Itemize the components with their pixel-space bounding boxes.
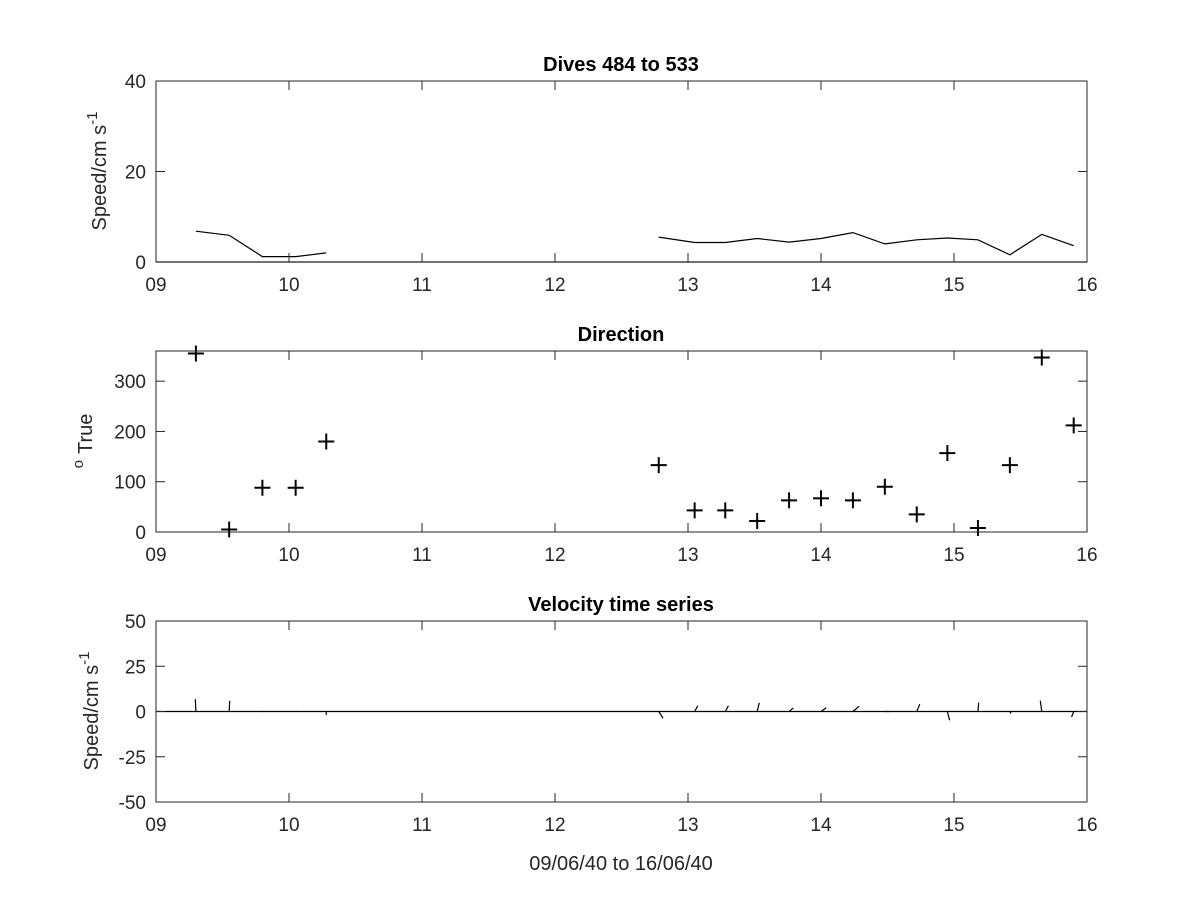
direction-point	[254, 479, 271, 496]
y-tick-label: 50	[125, 612, 146, 633]
x-tick-label: 15	[943, 545, 964, 566]
x-tick-label: 15	[943, 815, 964, 836]
direction-panel: Direction 09 10 11 12 13 14 15 16 0 100 200 300 oT…	[70, 324, 1098, 566]
x-tick-label: 13	[677, 275, 698, 296]
x-tick-label: 11	[412, 815, 432, 836]
velocity-stick	[694, 705, 699, 712]
x-tick-label: 13	[677, 815, 698, 836]
direction-point	[187, 345, 204, 362]
x-tick-label: 10	[278, 815, 299, 836]
y-tick-label: -50	[119, 793, 146, 814]
x-tick-label: 10	[278, 275, 299, 296]
speed-panel: Dives 484 to 533 09 10 11 12 13 14 15 16 02040 …	[84, 54, 1098, 296]
x-tick-label: 09	[145, 275, 166, 296]
direction-point	[813, 490, 829, 507]
x-tick-label: 09	[145, 545, 166, 566]
x-tick-label: 10	[278, 545, 299, 566]
velocity-panel-title: Velocity time series	[528, 594, 714, 616]
direction-point	[844, 492, 861, 509]
x-tick-label: 16	[1076, 815, 1097, 836]
speed-panel-title: Dives 484 to 533	[543, 54, 699, 76]
speed-plot-area	[155, 80, 1088, 263]
velocity-stick	[820, 707, 827, 712]
velocity-stick	[1071, 711, 1075, 718]
velocity-stick	[916, 703, 921, 712]
velocity-x-axis-label: 09/06/40 to 16/06/40	[529, 853, 713, 875]
velocity-stick	[756, 702, 760, 712]
x-tick-label: 14	[810, 545, 832, 566]
x-tick-label: 12	[544, 815, 565, 836]
x-tick-label: 14	[810, 275, 832, 296]
x-tick-label: 16	[1076, 545, 1097, 566]
x-tick-label: 09	[145, 815, 166, 836]
direction-plot-area	[155, 350, 1088, 533]
direction-point	[1065, 417, 1082, 434]
direction-point	[939, 445, 956, 462]
velocity-stick	[1009, 711, 1012, 714]
direction-point	[318, 433, 335, 450]
y-tick-label: 0	[135, 523, 146, 544]
velocity-stick	[1039, 700, 1043, 712]
x-tick-label: 15	[943, 275, 964, 296]
direction-point	[650, 457, 667, 474]
direction-point	[749, 512, 766, 529]
velocity-stick	[194, 699, 197, 712]
speed-y-axis-label: Speed/cm s-1	[84, 112, 111, 231]
direction-point	[717, 502, 734, 519]
direction-panel-title: Direction	[578, 324, 665, 346]
velocity-stick	[228, 700, 231, 712]
y-tick-label: 25	[125, 657, 146, 678]
speed-line-segment-1	[658, 231, 1074, 256]
direction-point	[1001, 457, 1018, 474]
y-tick-label: 0	[135, 253, 146, 274]
velocity-stick	[724, 705, 729, 712]
y-tick-label: 20	[125, 163, 146, 184]
x-tick-label: 11	[412, 275, 432, 296]
y-tick-label: -25	[119, 748, 146, 769]
x-tick-label: 12	[544, 275, 565, 296]
velocity-stick	[946, 711, 951, 721]
direction-point	[686, 502, 703, 519]
direction-point	[969, 519, 986, 536]
direction-point	[781, 492, 798, 509]
velocity-stick	[788, 707, 794, 712]
direction-point	[1033, 349, 1050, 366]
direction-point	[876, 478, 893, 495]
x-tick-label: 12	[544, 545, 565, 566]
y-tick-label: 200	[114, 422, 146, 443]
speed-line-segment-0	[195, 230, 327, 258]
x-tick-label: 11	[412, 545, 432, 566]
velocity-panel: Velocity time series 09 10 11 12 13 14 15 16 50…	[76, 594, 1098, 875]
y-tick-label: 100	[114, 473, 146, 494]
y-tick-label: 300	[114, 372, 146, 393]
direction-point	[287, 479, 304, 496]
x-tick-label: 13	[677, 545, 698, 566]
direction-y-axis-label: oTrue	[70, 414, 97, 469]
y-tick-label: 40	[125, 72, 146, 93]
y-tick-label: 0	[135, 703, 146, 724]
velocity-stick	[852, 705, 860, 712]
direction-point	[221, 521, 238, 538]
x-tick-label: 16	[1076, 275, 1097, 296]
velocity-y-axis-label: Speed/cm s-1	[76, 652, 103, 771]
velocity-stick	[658, 711, 664, 719]
x-tick-label: 14	[810, 815, 832, 836]
velocity-stick	[977, 702, 980, 712]
direction-point	[908, 506, 925, 523]
